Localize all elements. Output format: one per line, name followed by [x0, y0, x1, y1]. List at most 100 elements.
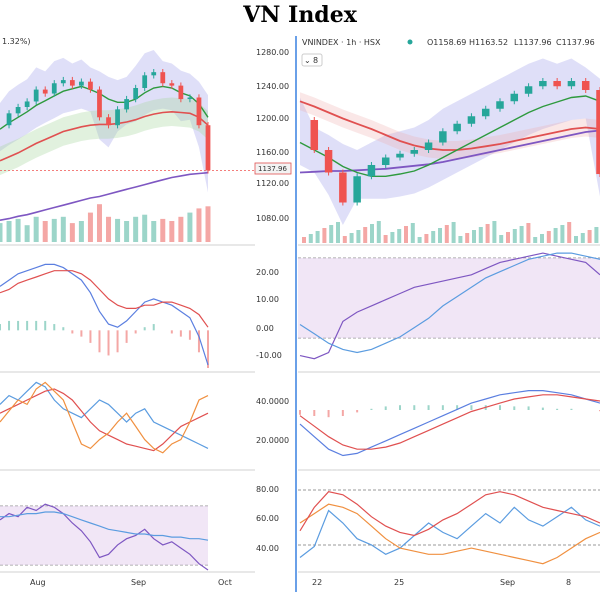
right-candle-16 [524, 86, 533, 94]
left-macd-hist-23 [207, 330, 209, 368]
left-macd-hist-6 [53, 324, 56, 331]
left-candle-15 [133, 88, 139, 100]
left-stoch-k-line [0, 381, 209, 454]
left-pane: 1.32%) 1280.00 1240.00 1200.00 1160.00 1… [0, 37, 292, 587]
left-price-tick-4: 1120.00 [256, 179, 289, 188]
left-macd-hist-0 [0, 324, 1, 331]
left-candle-23 [205, 125, 211, 171]
right-volume-bar-0 [302, 237, 306, 243]
left-candle-3 [24, 101, 30, 107]
right-volume-bar-1 [308, 234, 313, 243]
right-volume-bar-38 [560, 225, 565, 243]
right-candle-19 [567, 81, 576, 87]
left-time-tick-0: Aug [30, 578, 46, 587]
left-header-fragment: 1.32%) [2, 37, 31, 46]
right-volume-bar-16 [410, 223, 415, 243]
left-volume-bar-17 [151, 221, 157, 242]
right-volume-bar-15 [404, 226, 408, 243]
left-macd-hist-22 [197, 330, 200, 353]
right-ma-green-line [299, 95, 600, 178]
left-candle-18 [160, 72, 166, 84]
right-candle-8 [410, 150, 419, 154]
left-price-tick-3: 1160.00 [256, 148, 289, 157]
right-volume-bar-12 [383, 235, 388, 243]
right-ohlc-high: H1163.52 [469, 38, 508, 47]
left-macd-tick-2: 0.00 [256, 324, 274, 333]
right-rsi-band-fill [298, 258, 600, 338]
right-candle-17 [539, 81, 547, 87]
right-macd-hist-14 [499, 405, 501, 410]
left-macd-hist-14 [125, 330, 128, 343]
left-candle-11 [97, 89, 102, 118]
right-macd-hist-12 [470, 405, 473, 410]
left-candle-22 [196, 97, 202, 126]
right-volume-bar-37 [553, 228, 558, 243]
left-rsi-tick-2: 40.00 [256, 544, 279, 553]
left-candle-8 [69, 80, 75, 86]
left-rsi-line [0, 503, 209, 571]
left-macd-hist-12 [107, 330, 110, 356]
left-time-tick-1: Sep [131, 578, 146, 587]
right-macd-hist-19 [570, 408, 573, 410]
left-candle-20 [178, 85, 184, 100]
left-macd-hist-4 [35, 320, 38, 331]
left-candle-13 [115, 109, 120, 126]
right-volume-bar-36 [546, 231, 551, 243]
left-candle-21 [187, 97, 193, 100]
right-macd-hist-18 [556, 408, 559, 410]
right-volume-bar-27 [485, 224, 490, 243]
left-volume-bar-20 [178, 216, 184, 242]
right-volume-bar-10 [370, 224, 374, 243]
left-candle-12 [106, 117, 111, 126]
right-candle-15 [510, 93, 519, 102]
right-macd-hist-3 [341, 410, 344, 416]
right-ichimoku-cloud [300, 92, 600, 159]
right-macd-hist-11 [456, 405, 459, 410]
left-volume-bar-10 [87, 212, 93, 242]
left-volume-bar-18 [160, 218, 166, 242]
indicator-count: 8 [313, 56, 318, 65]
left-volume-bar-11 [96, 204, 102, 242]
right-macd-hist-9 [427, 405, 430, 410]
left-stoch-tick-0: 40.0000 [256, 397, 289, 406]
right-volume-bar-7 [349, 233, 354, 243]
left-macd-hist-10 [89, 330, 92, 343]
left-volume-bar-22 [196, 208, 202, 242]
right-volume-bar-40 [574, 236, 578, 243]
right-candle-12 [467, 116, 476, 124]
right-candle-6 [381, 157, 390, 165]
indicator-toggle-button[interactable] [301, 53, 323, 67]
left-macd-tick-0: 20.00 [256, 268, 279, 277]
right-candle-2 [324, 150, 333, 173]
right-stoch-blue-line [299, 506, 600, 558]
right-candle-9 [424, 142, 433, 150]
left-volume-bar-7 [60, 216, 66, 242]
right-volume-bar-18 [424, 234, 429, 243]
left-volume-bar-23 [205, 206, 211, 242]
left-volume-bar-12 [106, 216, 112, 242]
right-macd-hist-16 [527, 406, 530, 410]
right-volume-bar-42 [587, 230, 592, 243]
left-macd-hist-2 [17, 320, 20, 331]
left-stoch-blue-line [0, 381, 209, 449]
right-macd-hist-8 [413, 405, 416, 410]
left-rsi-band-fill [0, 506, 208, 565]
right-volume-bar-17 [417, 237, 422, 243]
right-macd-hist-17 [541, 407, 544, 410]
right-macd-hist-0 [299, 410, 301, 415]
left-macd-hist-17 [152, 324, 155, 331]
right-candle-1 [310, 120, 319, 150]
left-volume-bar-0 [0, 223, 3, 242]
right-volume-bar-19 [431, 231, 436, 243]
right-macd-hist-1 [313, 410, 316, 416]
right-time-tick-3: 8 [566, 578, 571, 587]
left-candle-14 [124, 99, 129, 110]
left-stoch-tick-1: 20.0000 [256, 436, 289, 445]
chevron-down-icon[interactable]: ⌄ [304, 56, 311, 65]
left-macd-hist-9 [80, 330, 83, 337]
right-volume-bar-33 [526, 223, 531, 243]
left-macd-hist-21 [188, 330, 191, 340]
right-macd-signal-line [299, 394, 600, 450]
